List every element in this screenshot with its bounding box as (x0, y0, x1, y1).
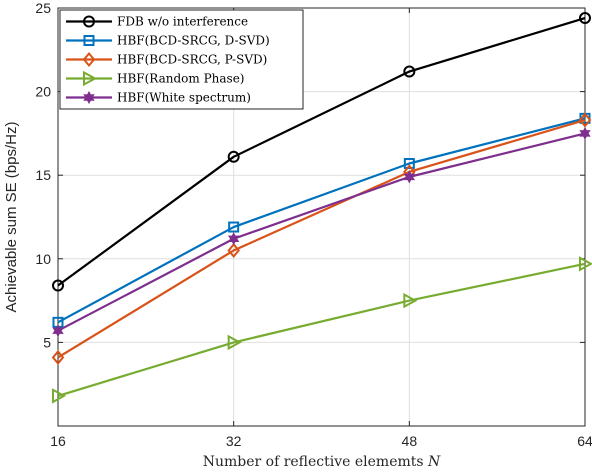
legend-marker (82, 51, 96, 68)
series-4 (52, 256, 592, 404)
legend-label: FDB w/o interference (117, 15, 248, 29)
data-point (52, 324, 64, 338)
legend-marker (83, 15, 95, 28)
data-point (579, 12, 591, 25)
legend-label: HBF(Random Phase) (117, 72, 244, 86)
legend-label: HBF(White spectrum) (117, 91, 251, 105)
data-point (578, 112, 592, 128)
data-point (228, 221, 240, 233)
legend-marker (83, 70, 98, 87)
legend-label: HBF(BCD-SRCG, P-SVD) (117, 53, 267, 67)
data-point (403, 170, 416, 184)
series-2 (52, 112, 591, 328)
data-point (579, 126, 591, 140)
series-5 (52, 126, 591, 338)
y-tick-label: 25 (35, 0, 51, 16)
x-tick-label: 32 (226, 433, 242, 449)
series-line (57, 262, 586, 397)
data-point (227, 150, 240, 163)
data-point (227, 334, 242, 351)
series-group (51, 12, 592, 404)
series-line (57, 117, 586, 324)
legend-label: HBF(BCD-SRCG, D-SVD) (117, 34, 270, 48)
x-tick-label: 64 (577, 433, 592, 449)
series-line (57, 132, 586, 332)
y-tick-label: 5 (43, 334, 51, 350)
plot-frame (57, 7, 586, 427)
axis-ticks: 5 10 15 20 25 16 32 48 64 (35, 0, 592, 449)
data-point (227, 232, 240, 246)
legend-marker (83, 35, 95, 46)
data-point (227, 242, 240, 259)
data-point (403, 157, 415, 169)
legend: FDB w/o interference HBF(BCD-SRCG, D-SVD)… (59, 9, 304, 110)
x-axis-title-text: Number of reflective elememts (203, 454, 424, 470)
y-tick-label: 15 (35, 167, 51, 183)
x-tick-label: 48 (402, 433, 418, 449)
legend-marker (83, 90, 95, 105)
series-1 (52, 12, 591, 292)
legend-item: HBF(Random Phase) (66, 70, 244, 87)
series-line (57, 118, 586, 359)
y-tick-label: 10 (35, 251, 51, 267)
legend-item: FDB w/o interference (66, 15, 248, 29)
data-point (403, 65, 416, 78)
data-point (51, 349, 65, 366)
series-line (57, 16, 586, 287)
legend-item: HBF(BCD-SRCG, D-SVD) (66, 34, 270, 48)
x-axis-title-variable: N (427, 454, 441, 470)
x-tick-label: 16 (50, 433, 66, 449)
legend-item: HBF(BCD-SRCG, P-SVD) (66, 51, 267, 68)
data-point (52, 388, 67, 404)
legend-item: HBF(White spectrum) (66, 91, 251, 105)
y-axis-title: Achievable sum SE (bps/Hz) (3, 122, 20, 313)
y-tick-label: 20 (35, 84, 51, 100)
data-point (403, 292, 418, 309)
data-point (579, 256, 592, 272)
data-point (52, 279, 64, 292)
x-axis-title: Number of reflective elememts N (203, 454, 441, 470)
